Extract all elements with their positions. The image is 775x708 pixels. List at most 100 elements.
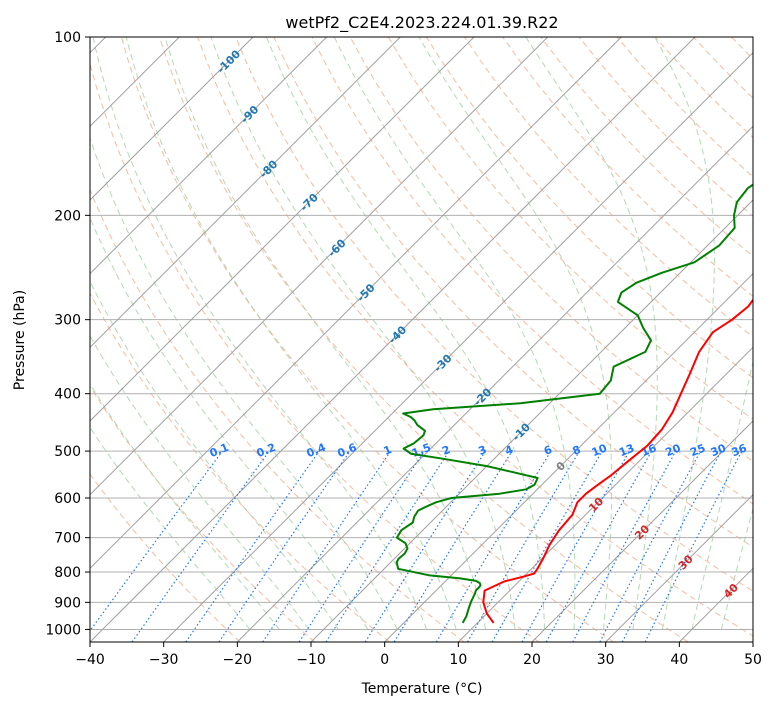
y-axis: 100 200 300 400 500 600 700 800 900 1000 bbox=[45, 30, 90, 638]
mixing-ratio-line bbox=[572, 450, 677, 642]
isotherm-line bbox=[310, 199, 753, 642]
isotherm-line bbox=[90, 37, 622, 570]
dry-adiabat bbox=[654, 37, 753, 139]
x-tick-label: 50 bbox=[744, 652, 762, 668]
isotherm-label: -90 bbox=[238, 103, 261, 126]
y-tick-label: 700 bbox=[54, 531, 81, 547]
plot-frame bbox=[89, 36, 754, 643]
isotherm-line bbox=[384, 272, 753, 642]
y-tick-label: 300 bbox=[54, 313, 81, 329]
isotherm-line bbox=[90, 37, 401, 349]
dry-adiabat bbox=[502, 37, 753, 298]
dry-adiabat bbox=[90, 292, 390, 642]
dry-adiabat bbox=[90, 188, 465, 642]
isotherm-line bbox=[457, 346, 753, 642]
dry-adiabat bbox=[578, 37, 753, 218]
y-tick-label: 800 bbox=[54, 565, 81, 581]
mixing-ratio-line bbox=[435, 450, 552, 642]
isotherm-line bbox=[90, 37, 696, 642]
isotherm-line bbox=[163, 51, 753, 642]
background-lines bbox=[90, 37, 775, 642]
moist-adiabat bbox=[90, 426, 251, 630]
moist-adiabat bbox=[164, 37, 487, 630]
dry-adiabat bbox=[159, 37, 689, 642]
isotherm-label: -100 bbox=[215, 47, 244, 76]
isotherm-label: -50 bbox=[354, 281, 377, 304]
moist-adiabat bbox=[333, 37, 576, 630]
mixing-ratio-label: 0.1 bbox=[208, 441, 231, 460]
moist-adiabat bbox=[691, 358, 753, 630]
mixing-ratio-label: 36 bbox=[730, 441, 749, 459]
dewpoint-profile-line bbox=[395, 183, 753, 624]
x-tick-label: −40 bbox=[75, 652, 105, 668]
isotherm-line bbox=[752, 641, 753, 642]
y-tick-label: 600 bbox=[54, 491, 81, 507]
moist-adiabat bbox=[210, 37, 516, 630]
mixing-ratio-label: 10 bbox=[590, 441, 609, 459]
moist-adiabat bbox=[418, 37, 613, 630]
mixing-ratio-line bbox=[185, 450, 320, 642]
dry-adiabat bbox=[311, 37, 753, 505]
isotherm-line bbox=[90, 37, 328, 275]
mixing-ratio-line bbox=[621, 450, 722, 642]
mixing-ratio-label: 6 bbox=[542, 443, 554, 458]
mixing-ratio-line bbox=[298, 450, 425, 642]
isotherm-label: -70 bbox=[298, 191, 321, 214]
y-tick-label: 1000 bbox=[45, 622, 81, 638]
moist-adiabat bbox=[125, 37, 457, 630]
x-tick-label: 10 bbox=[449, 652, 467, 668]
x-tick-label: 20 bbox=[523, 652, 541, 668]
dry-adiabat bbox=[425, 37, 753, 379]
moist-adiabat bbox=[90, 216, 369, 630]
isotherm-line bbox=[678, 567, 753, 642]
moist-adiabat bbox=[92, 37, 428, 630]
isotherm-label: 0 bbox=[554, 459, 569, 474]
dry-adiabat bbox=[464, 37, 753, 338]
x-tick-label: 40 bbox=[670, 652, 688, 668]
mixing-ratio-line bbox=[90, 450, 223, 632]
mixing-ratio-line bbox=[262, 450, 392, 642]
x-axis-label: Temperature (°C) bbox=[361, 681, 483, 697]
dry-adiabat bbox=[120, 37, 614, 642]
mixing-ratio-label: 2 bbox=[440, 443, 452, 458]
mixing-ratio-line bbox=[325, 450, 450, 642]
isotherm-line bbox=[236, 125, 753, 642]
mixing-ratio-line bbox=[599, 450, 702, 642]
moist-adiabat bbox=[90, 382, 280, 630]
isotherm-line bbox=[90, 37, 475, 422]
mixing-ratio-line bbox=[644, 450, 743, 642]
y-tick-label: 200 bbox=[54, 208, 81, 224]
x-tick-label: −30 bbox=[149, 652, 179, 668]
isotherm-line bbox=[90, 37, 254, 201]
y-tick-label: 900 bbox=[54, 595, 81, 611]
isotherm-line bbox=[531, 420, 753, 642]
dry-adiabat bbox=[770, 37, 775, 642]
mixing-ratio-label: 30 bbox=[709, 441, 728, 459]
mixing-ratio-label: 20 bbox=[664, 441, 683, 459]
moist-adiabat bbox=[90, 280, 339, 630]
moist-adiabat bbox=[720, 507, 753, 630]
x-axis: −40 −30 −20 −10 0 10 20 30 40 50 bbox=[75, 642, 762, 668]
mixing-ratio-label: 8 bbox=[571, 443, 583, 458]
dry-adiabat bbox=[692, 37, 753, 99]
isotherm-line bbox=[605, 493, 753, 642]
isotherm-label: 30 bbox=[676, 552, 696, 572]
dry-adiabat bbox=[235, 37, 753, 592]
dry-adiabat bbox=[349, 37, 753, 462]
temperature-profile-line bbox=[482, 298, 753, 624]
dry-adiabat bbox=[90, 62, 540, 642]
x-tick-label: 0 bbox=[380, 652, 389, 668]
mixing-ratio-line bbox=[131, 450, 270, 642]
y-axis-label: Pressure (hPa) bbox=[12, 290, 28, 390]
mixing-ratio-label: 1 bbox=[382, 443, 394, 458]
isotherm-label: -80 bbox=[257, 157, 280, 180]
chart-title: wetPf2_C2E4.2023.224.01.39.R22 bbox=[285, 13, 558, 33]
dry-adiabat bbox=[90, 385, 316, 642]
mixing-ratio-label: 4 bbox=[503, 443, 515, 458]
mixing-ratio-label: 13 bbox=[617, 442, 636, 460]
dry-adiabat bbox=[90, 473, 241, 642]
profile-lines bbox=[395, 183, 753, 624]
mixing-ratio-label: 3 bbox=[476, 443, 488, 458]
mixing-ratio-label: 0.6 bbox=[336, 441, 359, 460]
